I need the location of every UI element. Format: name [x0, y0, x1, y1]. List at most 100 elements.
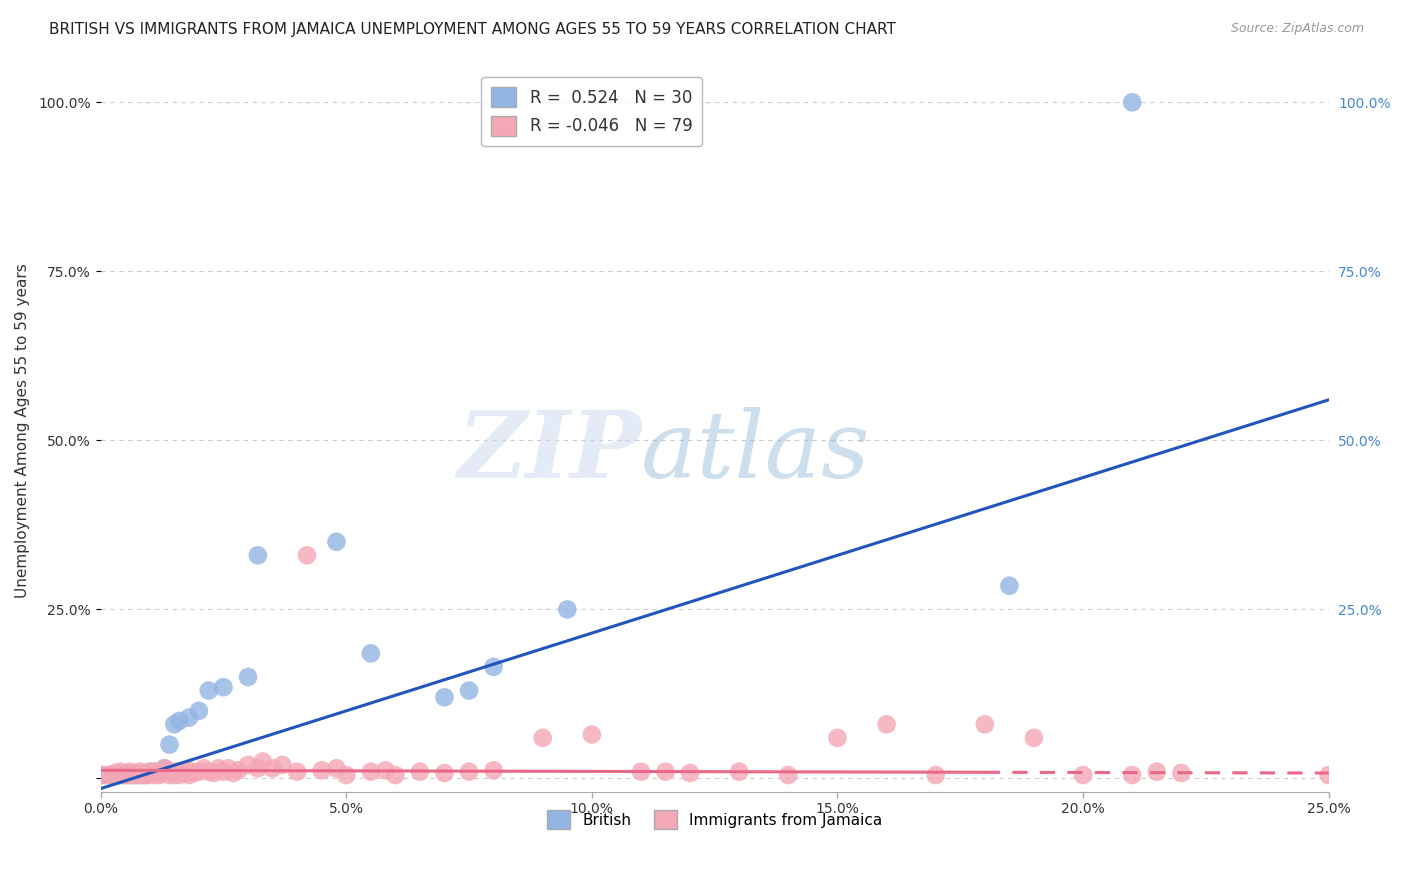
Point	[120, 768, 142, 782]
Point	[409, 764, 432, 779]
Point	[149, 766, 172, 780]
Point	[458, 683, 481, 698]
Point	[654, 764, 676, 779]
Point	[630, 764, 652, 779]
Point	[124, 768, 146, 782]
Point	[295, 549, 318, 563]
Point	[94, 768, 117, 782]
Point	[236, 758, 259, 772]
Point	[124, 768, 146, 782]
Point	[1071, 768, 1094, 782]
Text: ZIP: ZIP	[457, 407, 641, 497]
Point	[110, 764, 132, 779]
Text: BRITISH VS IMMIGRANTS FROM JAMAICA UNEMPLOYMENT AMONG AGES 55 TO 59 YEARS CORREL: BRITISH VS IMMIGRANTS FROM JAMAICA UNEMP…	[49, 22, 896, 37]
Point	[925, 768, 948, 782]
Point	[998, 579, 1021, 593]
Point	[193, 761, 215, 775]
Point	[482, 660, 505, 674]
Point	[876, 717, 898, 731]
Point	[153, 761, 176, 775]
Point	[1170, 766, 1192, 780]
Point	[143, 768, 166, 782]
Point	[728, 764, 751, 779]
Point	[134, 768, 156, 782]
Point	[212, 764, 235, 779]
Point	[143, 764, 166, 779]
Point	[1146, 764, 1168, 779]
Point	[114, 768, 136, 782]
Point	[246, 549, 269, 563]
Point	[827, 731, 849, 745]
Point	[271, 758, 294, 772]
Point	[384, 768, 406, 782]
Point	[173, 766, 195, 780]
Point	[163, 764, 186, 779]
Point	[222, 766, 245, 780]
Point	[153, 761, 176, 775]
Point	[110, 768, 132, 782]
Point	[114, 768, 136, 782]
Point	[262, 761, 284, 775]
Point	[129, 768, 152, 782]
Point	[120, 764, 142, 779]
Y-axis label: Unemployment Among Ages 55 to 59 years: Unemployment Among Ages 55 to 59 years	[15, 263, 30, 598]
Point	[159, 764, 181, 779]
Point	[187, 764, 209, 779]
Point	[153, 764, 176, 779]
Point	[159, 738, 181, 752]
Point	[129, 768, 152, 782]
Point	[778, 768, 800, 782]
Point	[104, 766, 127, 780]
Text: Source: ZipAtlas.com: Source: ZipAtlas.com	[1230, 22, 1364, 36]
Point	[433, 690, 456, 705]
Point	[104, 768, 127, 782]
Point	[531, 731, 554, 745]
Point	[1022, 731, 1045, 745]
Point	[374, 764, 396, 778]
Point	[149, 768, 172, 782]
Point	[360, 764, 382, 779]
Point	[159, 768, 181, 782]
Point	[90, 768, 112, 782]
Point	[139, 764, 162, 779]
Point	[110, 768, 132, 782]
Point	[555, 602, 578, 616]
Point	[163, 768, 186, 782]
Point	[173, 764, 195, 778]
Point	[163, 717, 186, 731]
Point	[183, 766, 205, 780]
Point	[482, 764, 505, 778]
Point	[1121, 95, 1143, 110]
Point	[169, 714, 191, 728]
Point	[177, 764, 200, 778]
Point	[149, 764, 172, 779]
Point	[226, 764, 249, 778]
Point	[177, 768, 200, 782]
Point	[325, 534, 347, 549]
Point	[100, 768, 122, 782]
Point	[202, 766, 225, 780]
Point	[217, 761, 239, 775]
Point	[1121, 768, 1143, 782]
Point	[285, 764, 308, 779]
Point	[177, 710, 200, 724]
Point	[433, 766, 456, 780]
Point	[100, 768, 122, 782]
Legend: British, Immigrants from Jamaica: British, Immigrants from Jamaica	[541, 804, 889, 835]
Point	[236, 670, 259, 684]
Point	[90, 768, 112, 782]
Point	[124, 766, 146, 780]
Point	[129, 764, 152, 779]
Point	[360, 646, 382, 660]
Point	[581, 727, 603, 741]
Point	[458, 764, 481, 779]
Point	[252, 755, 274, 769]
Point	[325, 761, 347, 775]
Point	[197, 764, 219, 779]
Point	[973, 717, 995, 731]
Point	[197, 683, 219, 698]
Point	[187, 704, 209, 718]
Point	[139, 768, 162, 782]
Point	[169, 764, 191, 779]
Point	[104, 768, 127, 782]
